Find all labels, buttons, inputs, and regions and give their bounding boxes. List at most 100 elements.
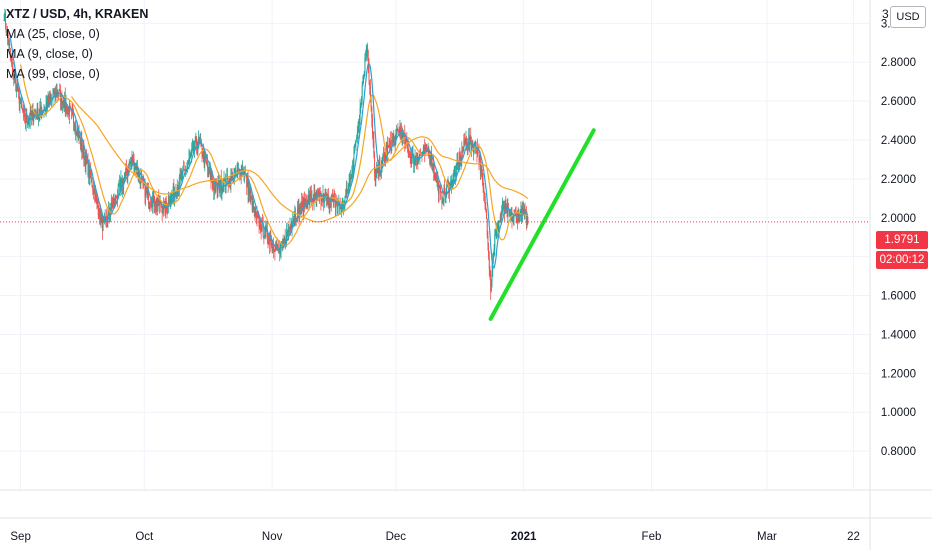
time-axis-labels: Sep Oct Nov Dec 2021 Feb Mar 22 [10, 531, 860, 543]
symbol-title[interactable]: XTZ / USD, 4h, KRAKEN [6, 7, 149, 21]
candle-body [515, 213, 517, 215]
candle-body [512, 217, 514, 219]
annotations[interactable] [0, 128, 870, 321]
candle-body [13, 77, 15, 80]
candle-body [365, 51, 367, 59]
candle-body [32, 110, 34, 122]
candle-body [93, 191, 95, 194]
candle-body [343, 204, 345, 206]
candle-body [202, 152, 204, 158]
candle-body [483, 187, 485, 193]
candle-body [104, 216, 106, 218]
candle-body [477, 147, 479, 155]
candle-body [502, 203, 504, 206]
candle-body [471, 145, 473, 150]
candle-body [50, 97, 52, 99]
candle-body [209, 167, 211, 174]
candle-body [484, 196, 486, 210]
candle-body [99, 208, 101, 222]
candle-body [10, 56, 12, 60]
candle-body [145, 188, 147, 193]
candle-body [86, 160, 88, 163]
candle-body [435, 173, 437, 183]
candle-body [410, 155, 412, 163]
candle-body [102, 222, 104, 232]
candle-body [130, 160, 132, 162]
candle-body [303, 198, 305, 209]
candle-body [44, 107, 46, 110]
candle-body [310, 193, 312, 195]
candle-body [224, 177, 226, 181]
candle-body [431, 165, 433, 167]
candle-body [485, 209, 487, 211]
candle-body [51, 97, 53, 99]
candle-body [120, 179, 122, 182]
candle-body [237, 169, 239, 171]
candle-body [5, 26, 7, 33]
candle-body [349, 177, 351, 180]
candle-body [56, 91, 58, 95]
candle-body [316, 193, 318, 199]
candle-body [51, 97, 53, 99]
candle-body [253, 201, 255, 210]
candle-body [295, 219, 297, 221]
time-tick-label: Oct [135, 531, 154, 543]
candle-body [380, 171, 382, 174]
candle-body [425, 144, 427, 148]
candle-body [453, 174, 455, 176]
candle-body [8, 44, 10, 46]
candle-body [9, 49, 11, 57]
candle-body [429, 155, 431, 157]
indicator-ma25-label[interactable]: MA (25, close, 0) [6, 27, 100, 41]
candle-body [183, 169, 185, 171]
candle-body [369, 86, 371, 99]
candle-body [251, 196, 253, 198]
candle-body [464, 139, 466, 146]
candle-body [239, 171, 241, 178]
candle-body [79, 137, 81, 146]
candle-body [469, 136, 471, 145]
candle-body [514, 213, 516, 215]
candle-body [31, 113, 33, 117]
candle-body [235, 169, 237, 175]
candle-body [472, 145, 474, 146]
candle-body [251, 197, 253, 210]
candle-body [271, 242, 273, 244]
ma-25-line [20, 64, 529, 246]
candle-body [283, 241, 285, 243]
candle-body [361, 86, 363, 101]
candle-body [19, 101, 21, 105]
candle-body [45, 104, 47, 109]
currency-button[interactable]: USD [890, 6, 926, 28]
candle-body [92, 187, 94, 191]
candle-body [180, 176, 182, 178]
candle-body [64, 96, 66, 109]
candle-body [171, 195, 173, 196]
green-trendline[interactable] [488, 128, 596, 321]
candle-body [516, 214, 518, 223]
candle-body [129, 163, 131, 165]
candle-body [482, 178, 484, 188]
candle-body [407, 145, 409, 147]
time-tick-label: Sep [10, 531, 30, 543]
candle-body [133, 159, 135, 171]
candle-body [499, 216, 501, 222]
candle-body [246, 179, 248, 187]
candle-body [185, 169, 187, 172]
price-tick-label: 1.0000 [881, 407, 916, 419]
candle-body [215, 182, 217, 184]
candle-body [507, 207, 509, 217]
indicator-ma9-label[interactable]: MA (9, close, 0) [6, 47, 93, 61]
candle-body [402, 131, 404, 142]
candle-body [186, 165, 188, 169]
candle-body [424, 146, 426, 153]
time-tick-label: 22 [847, 531, 860, 543]
candle-body [358, 125, 360, 131]
candle-body [13, 78, 15, 80]
candle-body [42, 110, 44, 112]
indicator-ma99-label[interactable]: MA (99, close, 0) [6, 67, 100, 81]
candle-body [159, 201, 161, 203]
candle-body [363, 74, 365, 76]
candle-body [265, 226, 267, 229]
